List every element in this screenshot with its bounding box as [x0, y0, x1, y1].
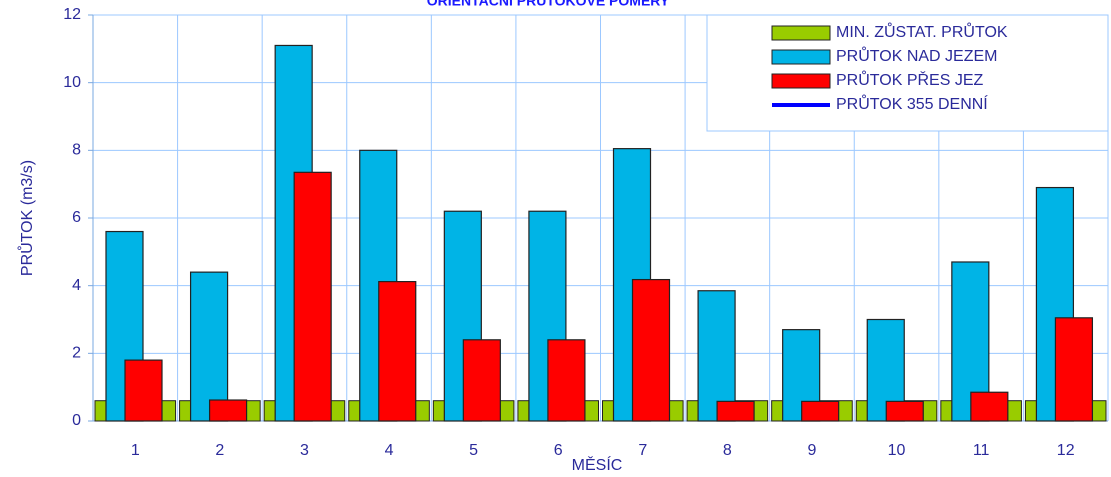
y-tick-label: 4	[72, 277, 81, 294]
bar	[716, 400, 755, 422]
x-axis-title: MĚSÍC	[572, 455, 623, 474]
bar	[293, 171, 332, 422]
x-tick-label: 6	[554, 442, 563, 459]
x-tick-label: 10	[888, 442, 906, 459]
x-tick-label: 8	[723, 442, 732, 459]
bar	[1054, 317, 1094, 422]
legend-label: PRŮTOK NAD JEZEM	[836, 46, 998, 65]
bar	[189, 271, 229, 422]
legend-swatch	[771, 73, 831, 89]
bar	[801, 400, 840, 422]
bar	[124, 359, 163, 422]
legend-swatch	[771, 25, 831, 41]
y-tick-label: 2	[72, 345, 81, 362]
bar	[631, 278, 671, 422]
y-tick-label: 10	[63, 74, 81, 91]
bar	[697, 290, 736, 422]
legend-label: PRŮTOK 355 DENNÍ	[836, 94, 988, 113]
legend-label: MIN. ZŮSTAT. PRŮTOK	[836, 22, 1008, 41]
x-tick-label: 4	[385, 442, 394, 459]
bar	[885, 400, 924, 422]
y-tick-label: 6	[72, 209, 81, 226]
legend-label: PRŮTOK PŘES JEZ	[836, 70, 984, 89]
x-tick-label: 7	[638, 442, 647, 459]
x-tick-label: 12	[1057, 442, 1075, 459]
x-tick-label: 5	[469, 442, 478, 459]
y-tick-label: 8	[72, 142, 81, 159]
chart-title: ORIENTAČNÍ PRŮTOKOVÉ POMĚRY	[427, 0, 670, 9]
bar	[208, 399, 248, 422]
bar	[970, 391, 1009, 422]
bar	[547, 339, 586, 422]
x-tick-label: 11	[973, 442, 990, 459]
x-tick-label: 9	[808, 442, 817, 459]
x-tick-label: 3	[300, 442, 309, 459]
legend-swatch	[771, 49, 831, 65]
bar	[462, 339, 501, 422]
y-axis-title: PRŮTOK (m3/s)	[17, 160, 36, 276]
x-tick-label: 1	[131, 442, 140, 459]
bar	[378, 281, 417, 422]
x-tick-label: 2	[215, 442, 224, 459]
y-tick-label: 0	[72, 412, 81, 429]
y-tick-label: 12	[63, 6, 81, 23]
